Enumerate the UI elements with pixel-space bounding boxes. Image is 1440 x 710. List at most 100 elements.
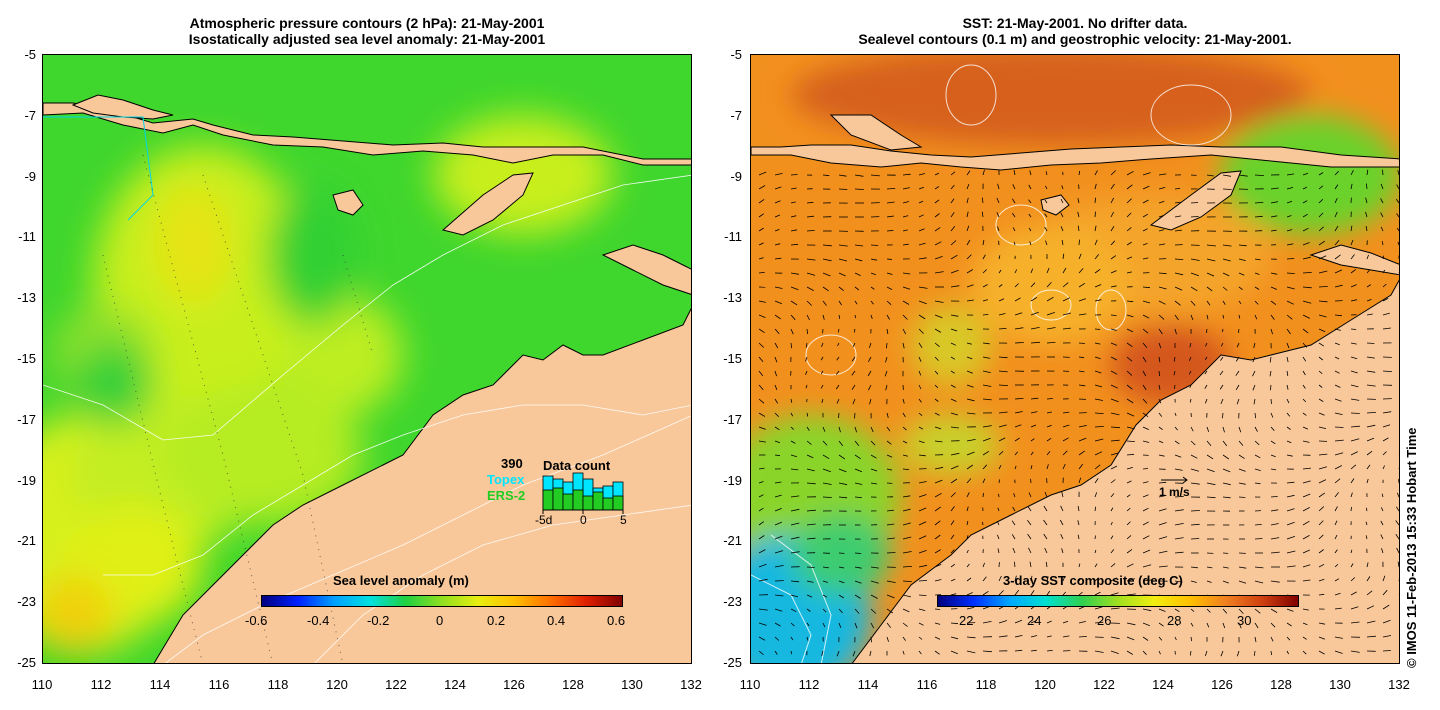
- velocity-arrow: [1270, 412, 1274, 418]
- velocity-arrow: [997, 183, 1000, 190]
- ship-tracks: [43, 116, 154, 221]
- velocity-arrow: [774, 173, 783, 176]
- velocity-arrow: [902, 173, 911, 176]
- velocity-arrow: [886, 188, 896, 190]
- velocity-arrow: [934, 398, 939, 402]
- velocity-arrow: [1043, 505, 1048, 512]
- velocity-arrow: [1286, 508, 1295, 512]
- velocity-arrow: [1206, 454, 1214, 460]
- velocity-arrow: [1046, 620, 1052, 624]
- velocity-arrow: [1142, 342, 1148, 349]
- velocity-arrow: [854, 314, 856, 319]
- velocity-arrow: [822, 244, 832, 247]
- velocity-arrow: [1174, 201, 1181, 204]
- velocity-arrow: [869, 342, 872, 348]
- velocity-arrow: [1110, 211, 1114, 218]
- velocity-arrow: [790, 286, 799, 291]
- velocity-arrow: [1318, 506, 1325, 512]
- velocity-arrow: [1126, 342, 1133, 348]
- lon-tick: 126: [1211, 677, 1233, 692]
- velocity-arrow: [1222, 608, 1228, 614]
- velocity-arrow: [1062, 327, 1071, 330]
- velocity-arrow: [806, 412, 809, 417]
- velocity-arrow: [1318, 520, 1324, 526]
- velocity-arrow: [822, 594, 828, 598]
- velocity-arrow: [886, 608, 894, 614]
- velocity-arrow: [1334, 492, 1339, 498]
- velocity-arrow: [950, 412, 958, 416]
- velocity-arrow: [1174, 188, 1181, 190]
- velocity-arrow: [934, 608, 941, 610]
- velocity-arrow: [1382, 169, 1384, 176]
- velocity-arrow: [918, 328, 924, 334]
- velocity-arrow: [1334, 426, 1344, 428]
- velocity-arrow: [1204, 384, 1208, 389]
- velocity-arrow: [1062, 591, 1066, 596]
- velocity-arrow: [1396, 213, 1399, 218]
- velocity-arrow: [886, 286, 893, 290]
- velocity-arrow: [1029, 241, 1032, 246]
- velocity-arrow: [1094, 506, 1097, 512]
- velocity-arrow: [1158, 272, 1167, 275]
- velocity-arrow: [758, 384, 764, 390]
- velocity-arrow: [1046, 398, 1053, 400]
- velocity-arrow: [1350, 591, 1357, 596]
- velocity-arrow: [1126, 467, 1134, 470]
- velocity-arrow: [1142, 314, 1150, 319]
- velocity-arrow: [1110, 412, 1120, 416]
- velocity-arrow: [1286, 229, 1293, 232]
- velocity-arrow: [1174, 272, 1184, 276]
- velocity-arrow: [790, 201, 796, 204]
- velocity-arrow: [1366, 450, 1373, 456]
- velocity-arrow: [1318, 240, 1326, 246]
- velocity-arrow: [1078, 342, 1085, 344]
- velocity-arrow: [838, 482, 848, 486]
- velocity-arrow: [822, 258, 832, 262]
- velocity-arrow: [1270, 468, 1277, 471]
- velocity-arrow: [1126, 480, 1132, 484]
- velocity-arrow: [1366, 576, 1371, 582]
- imos-credit: © IMOS 11-Feb-2013 15:33 Hobart Time: [1404, 427, 1419, 668]
- velocity-arrow: [854, 174, 864, 177]
- velocity-arrow: [1365, 226, 1368, 232]
- velocity-arrow: [1222, 286, 1228, 291]
- lon-tick: 124: [1152, 677, 1174, 692]
- velocity-arrow: [1077, 534, 1080, 540]
- velocity-arrow: [1030, 575, 1033, 582]
- velocity-arrow: [966, 549, 969, 554]
- velocity-arrow: [934, 172, 940, 176]
- velocity-arrow: [982, 576, 987, 582]
- velocity-arrow: [1334, 254, 1341, 260]
- velocity-arrow: [1222, 496, 1231, 499]
- velocity-arrow: [790, 300, 798, 306]
- velocity-arrow: [1028, 184, 1032, 190]
- velocity-arrow: [982, 370, 991, 373]
- velocity-arrow: [998, 313, 1006, 316]
- lat-tick: -15: [723, 351, 742, 366]
- velocity-arrow: [950, 184, 955, 190]
- velocity-arrow: [774, 370, 777, 377]
- velocity-arrow: [1014, 283, 1019, 288]
- velocity-arrow: [1158, 495, 1167, 498]
- velocity-arrow: [1062, 463, 1066, 470]
- velocity-arrow: [1126, 271, 1132, 274]
- velocity-arrow: [902, 398, 905, 404]
- velocity-arrow: [1302, 286, 1312, 289]
- velocity-arrow: [1012, 547, 1016, 554]
- velocity-arrow: [966, 239, 971, 246]
- velocity-arrow: [1334, 314, 1342, 317]
- velocity-arrow: [790, 426, 794, 430]
- velocity-arrow: [1078, 298, 1087, 302]
- velocity-scale: [1161, 476, 1188, 484]
- velocity-arrow: [1158, 398, 1162, 404]
- velocity-arrow: [822, 496, 832, 498]
- velocity-arrow: [1238, 468, 1246, 472]
- velocity-arrow: [1334, 225, 1339, 232]
- velocity-arrow: [886, 454, 893, 458]
- velocity-arrow: [1189, 650, 1192, 656]
- velocity-arrow: [1318, 286, 1328, 288]
- ers-bar: [572, 489, 584, 511]
- velocity-arrow: [837, 342, 840, 347]
- lat-tick: -5: [730, 47, 742, 62]
- velocity-arrow: [1011, 520, 1016, 526]
